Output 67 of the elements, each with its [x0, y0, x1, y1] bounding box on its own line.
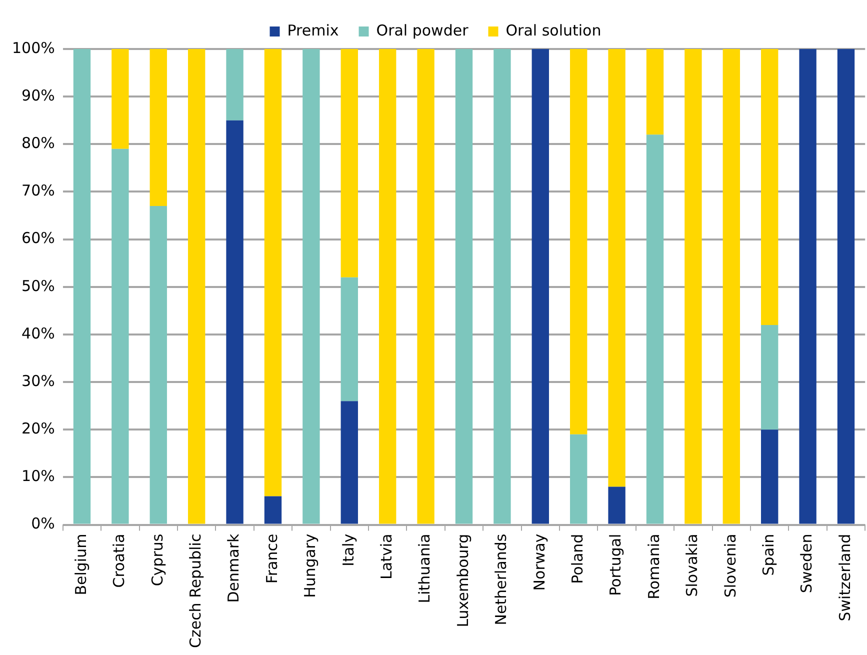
- legend-label: Premix: [287, 21, 339, 40]
- bar: [150, 49, 167, 206]
- y-tick-label: 40%: [22, 324, 55, 342]
- x-tick-label: Cyprus: [148, 534, 166, 586]
- x-tick-label: Switzerland: [836, 534, 854, 622]
- y-tick-label: 0%: [31, 514, 55, 533]
- bar: [608, 486, 626, 524]
- x-tick-label: Latvia: [377, 534, 396, 580]
- bar: [608, 49, 626, 487]
- bar: [340, 277, 358, 402]
- legend-label: Oral powder: [376, 21, 470, 40]
- bar: [264, 496, 282, 524]
- x-tick-label: Slovenia: [721, 534, 740, 598]
- y-tick-label: 90%: [22, 86, 55, 104]
- bar: [455, 49, 473, 524]
- x-tick-label: Luxembourg: [454, 534, 472, 628]
- x-tick-label: Portugal: [606, 534, 625, 596]
- bar: [646, 134, 664, 524]
- bar: [302, 49, 320, 524]
- bar: [532, 49, 549, 524]
- legend-label: Oral solution: [506, 21, 602, 40]
- bar: [761, 49, 778, 325]
- x-tick-label: Denmark: [224, 533, 243, 603]
- bar: [761, 430, 778, 524]
- x-tick-label: Netherlands: [492, 534, 510, 626]
- bar: [799, 49, 816, 524]
- bar: [264, 49, 282, 496]
- bar: [112, 148, 129, 524]
- x-tick-label: Poland: [568, 534, 586, 584]
- bar: [417, 49, 434, 524]
- y-tick-label: 50%: [22, 276, 55, 295]
- x-tick-label: Belgium: [72, 534, 90, 596]
- bar: [73, 49, 91, 524]
- x-tick-label: Spain: [759, 534, 778, 576]
- x-tick-label: Lithuania: [416, 534, 434, 604]
- x-tick-label: Slovakia: [683, 534, 702, 597]
- y-tick-label: 60%: [22, 229, 55, 248]
- x-tick-label: Romania: [644, 534, 663, 600]
- bar: [570, 434, 588, 524]
- y-tick-label: 80%: [22, 134, 55, 152]
- bar: [684, 49, 702, 524]
- y-tick-label: 30%: [22, 372, 55, 390]
- bar: [378, 49, 396, 524]
- y-tick-label: 20%: [22, 420, 55, 438]
- y-tick-label: 70%: [22, 182, 55, 200]
- bar: [340, 401, 358, 524]
- bar: [226, 49, 244, 120]
- bar: [340, 49, 358, 278]
- bar: [837, 49, 855, 524]
- x-tick-label: Czech Republic: [186, 534, 204, 648]
- x-tick-label: Italy: [339, 534, 358, 566]
- bar: [226, 120, 244, 524]
- bar: [494, 49, 511, 524]
- x-tick-label: Croatia: [110, 534, 128, 588]
- bar: [646, 49, 664, 135]
- x-tick-label: France: [262, 534, 281, 584]
- bar: [112, 49, 129, 149]
- x-tick-label: Norway: [530, 534, 548, 591]
- x-tick-label: Sweden: [798, 534, 816, 594]
- y-tick-label: 100%: [12, 38, 55, 57]
- y-tick-label: 10%: [22, 467, 55, 486]
- bar: [188, 49, 206, 524]
- bar: [722, 49, 740, 524]
- x-tick-label: Hungary: [301, 534, 320, 598]
- bar: [150, 206, 167, 524]
- bar: [761, 324, 778, 430]
- bar: [570, 49, 588, 434]
